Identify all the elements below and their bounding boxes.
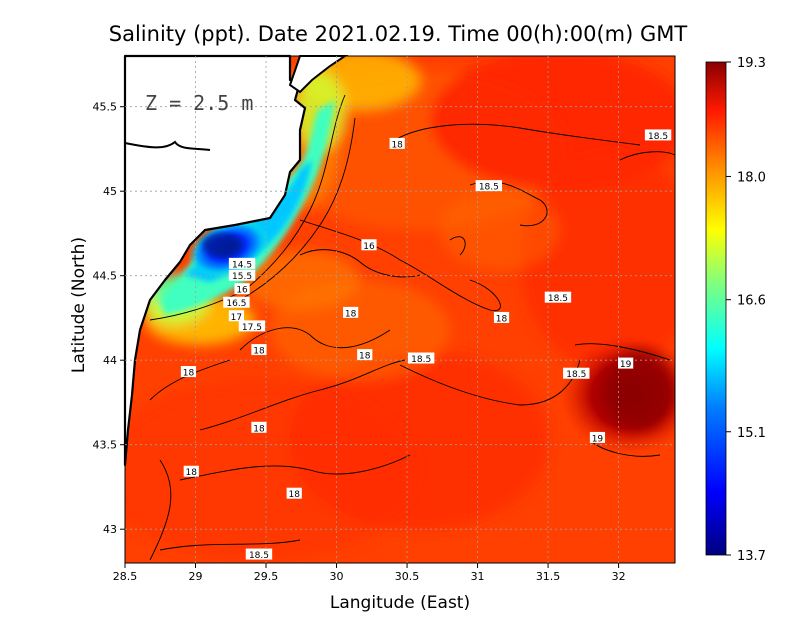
y-tick-label: 44.5 [93,270,118,283]
x-axis-title: Langitude (East) [330,593,470,613]
depth-label: Z = 2.5 m [145,91,253,115]
contour-label-box [357,349,373,361]
land [123,54,349,467]
plot-frame [124,55,676,564]
contour-label-box [618,357,634,369]
y-tick-label: 43.5 [93,439,118,452]
x-axis-ticks: 28.5 29 29.5 30 30.5 31 31.5 32 [113,563,626,583]
contour-label: 18.5 [249,551,269,561]
colorbar-tick-label: 16.6 [737,294,766,309]
y-axis-ticks: 43 43.5 44 44.5 45 45.5 [93,101,125,536]
x-tick-label: 28.5 [113,570,138,583]
contour-label-box [389,137,405,149]
contour-label-box [251,344,267,356]
contour-label: 18.5 [548,294,568,304]
x-tick-label: 31 [471,570,485,583]
contour-label: 18.5 [479,183,499,193]
contour-label-box [475,180,503,192]
contour-label: 18 [391,140,403,150]
contour-label: 18 [186,468,198,478]
contour-label-box [589,431,606,443]
contour-label-box [183,465,199,477]
coastline [123,54,307,467]
contour-label-box [228,269,256,281]
x-tick-label: 30 [330,570,344,583]
x-tick-label: 32 [612,570,626,583]
contour-label-box [228,257,256,269]
graticule [125,56,675,563]
contour-label: 18 [496,314,508,324]
colorbar-tick-label: 18.0 [737,170,766,185]
contour-label-box [563,367,590,379]
contour-label: 18 [359,352,371,362]
contour-label-box [228,310,245,322]
contour-label: 19 [620,360,632,370]
contour-label: 17 [231,313,242,323]
contour-label: 18.5 [411,355,431,365]
y-tick-label: 43 [103,523,117,536]
contour-label-box [238,320,266,332]
x-tick-label: 30.5 [395,570,420,583]
lake-shore [124,140,211,151]
contour-label: 18 [253,347,265,357]
x-tick-label: 29.5 [254,570,279,583]
contour-label-box [361,239,377,251]
y-tick-label: 45 [103,185,117,198]
colorbar-tick-label: 19.3 [737,56,766,71]
contour-label-box [180,366,197,378]
contour-label: 18 [183,369,195,379]
contour-label-box [644,129,672,141]
contour-label: 14.5 [232,260,252,270]
contour-label-box [223,296,250,308]
colorbar-ticks: 19.3 18.0 16.6 15.1 13.7 [726,56,766,564]
map-title: Salinity (ppt). Date 2021.02.19. Time 00… [109,22,688,46]
contour-label: 16.5 [226,299,246,309]
contour-label: 18.5 [648,132,668,142]
y-axis-title: Latitude (North) [69,237,89,373]
contour-label-box [251,421,267,433]
contour-label: 16 [236,286,248,296]
contour-label: 18 [345,309,357,319]
contour-label-box [407,352,435,364]
contour-label-box [343,306,359,318]
colorbar-tick-label: 13.7 [737,549,766,564]
colorbar-tick-label: 15.1 [737,426,766,441]
contour-label-box [493,311,510,323]
x-tick-label: 29 [189,570,203,583]
contour-label: 18 [289,490,301,500]
contour-label: 18 [253,424,265,434]
x-tick-label: 31.5 [536,570,561,583]
contour-label-box [544,291,572,303]
y-tick-label: 44 [103,354,117,367]
y-tick-label: 45.5 [93,101,118,114]
contour-label: 15.5 [232,272,252,282]
colorbar [705,61,727,556]
contour-label-box [286,487,302,499]
contour-label: 18.5 [566,370,586,380]
contour-label: 19 [592,434,604,444]
contour-label-box [245,548,273,560]
contour-label-box [234,283,250,295]
contour-label: 16 [363,242,375,252]
contour-label: 17.5 [242,323,262,333]
